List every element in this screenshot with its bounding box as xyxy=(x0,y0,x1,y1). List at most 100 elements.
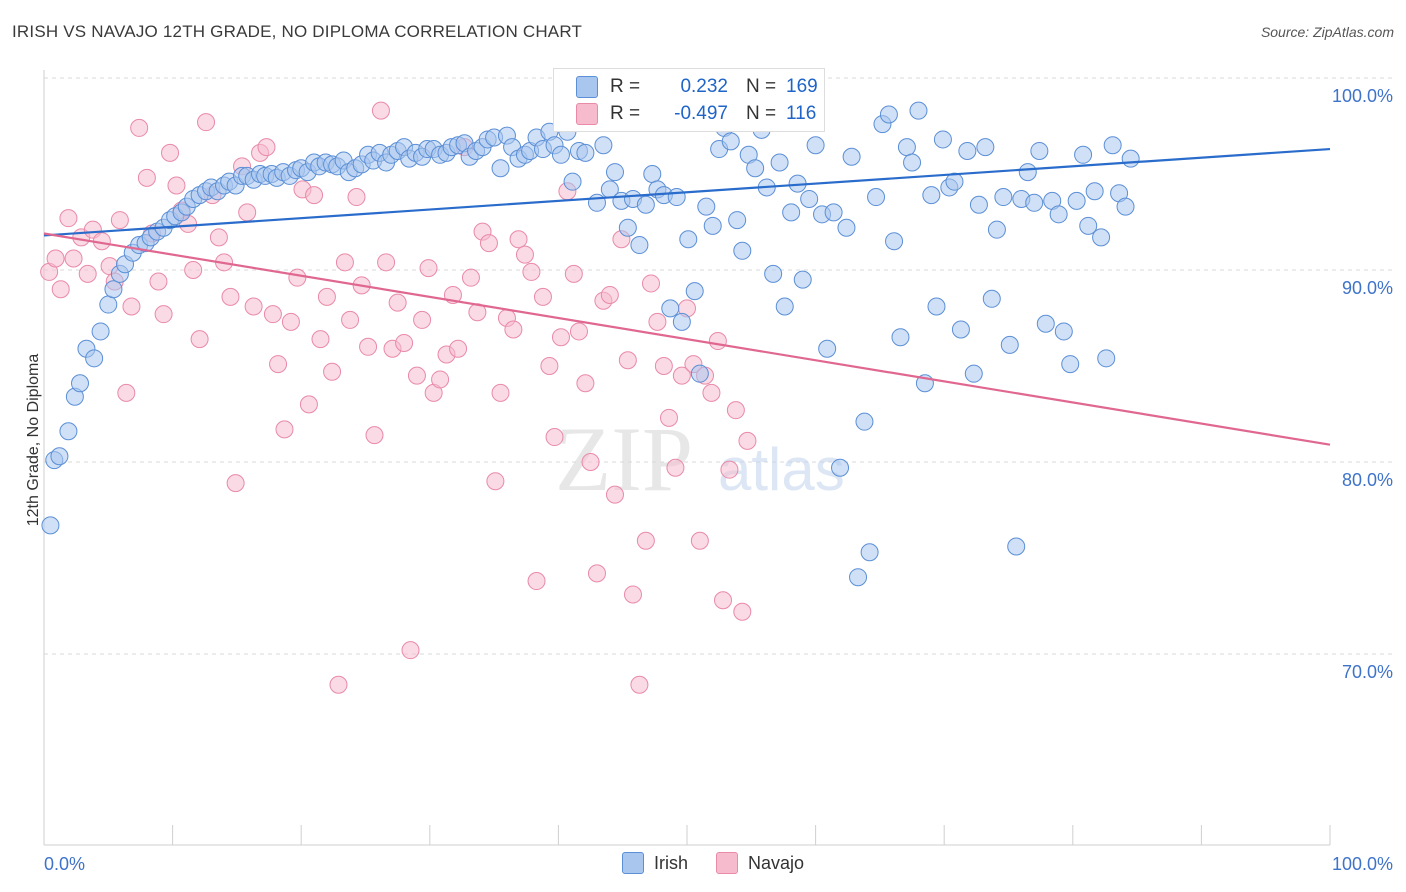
irish-point xyxy=(922,186,941,205)
navajo-point xyxy=(666,458,685,477)
irish-point xyxy=(1097,349,1116,368)
navajo-point xyxy=(64,249,83,268)
navajo-point xyxy=(317,287,336,306)
navajo-point xyxy=(323,362,342,381)
navajo-point xyxy=(365,426,384,445)
navajo-point xyxy=(371,101,390,120)
navajo-point xyxy=(636,531,655,550)
irish-point xyxy=(775,297,794,316)
navajo-point xyxy=(618,351,637,370)
irish-point xyxy=(104,280,123,299)
irish-point xyxy=(951,320,970,339)
navajo-point xyxy=(167,176,186,195)
navajo-point xyxy=(504,320,523,339)
trend-layer xyxy=(43,147,1331,446)
irish-point xyxy=(1116,197,1135,216)
navajo-point xyxy=(288,268,307,287)
navajo-point xyxy=(720,460,739,479)
watermark-atlas: atlas xyxy=(718,436,845,503)
irish-point xyxy=(1074,145,1093,164)
navajo-point xyxy=(137,168,156,187)
irish-point xyxy=(50,447,69,466)
irish-point xyxy=(831,458,850,477)
navajo-point xyxy=(359,337,378,356)
navajo-point xyxy=(738,431,757,450)
navajo-point xyxy=(623,585,642,604)
irish-point xyxy=(933,130,952,149)
irish-point xyxy=(99,295,118,314)
navajo-point xyxy=(564,264,583,283)
irish-point xyxy=(576,143,595,162)
navajo-r-label: R = xyxy=(610,103,641,124)
navajo-point xyxy=(690,531,709,550)
chart-title: IRISH VS NAVAJO 12TH GRADE, NO DIPLOMA C… xyxy=(12,22,583,41)
irish-point xyxy=(667,188,686,207)
navajo-point xyxy=(413,310,432,329)
watermark: ZIP atlas xyxy=(555,408,845,510)
navajo-point xyxy=(197,113,216,132)
y-axis-label: 12th Grade, No Diploma xyxy=(25,353,42,527)
irish-point xyxy=(71,374,90,393)
navajo-point xyxy=(515,245,534,264)
irish-point xyxy=(1121,149,1140,168)
irish-legend-label: Irish xyxy=(654,852,689,873)
irish-point xyxy=(897,138,916,157)
irish-point xyxy=(855,412,874,431)
legend-item-navajo[interactable]: Navajo xyxy=(716,852,804,874)
irish-point xyxy=(721,132,740,151)
irish-point xyxy=(685,282,704,301)
navajo-point xyxy=(305,186,324,205)
axis-layer xyxy=(43,70,1331,846)
navajo-point xyxy=(509,230,528,249)
navajo-point xyxy=(714,591,733,610)
irish-point xyxy=(85,349,104,368)
irish-point xyxy=(672,312,691,331)
irish-point xyxy=(59,422,78,441)
navajo-point xyxy=(587,564,606,583)
irish-point xyxy=(1025,193,1044,212)
navajo-trend-line xyxy=(43,232,1331,446)
navajo-r-value: -0.497 xyxy=(674,103,728,124)
irish-point xyxy=(1054,322,1073,341)
irish-point xyxy=(1030,141,1049,160)
navajo-swatch xyxy=(576,103,598,125)
navajo-point xyxy=(630,675,649,694)
navajo-point xyxy=(540,357,559,375)
navajo-point xyxy=(329,675,348,694)
irish-point xyxy=(594,136,613,155)
irish-point xyxy=(1036,314,1055,333)
irish-point xyxy=(867,188,886,207)
navajo-point xyxy=(486,472,505,491)
navajo-point xyxy=(395,333,414,352)
stats-legend: R = 0.232 N = 169 R = -0.497 N = 116 xyxy=(553,68,825,132)
series-legend: Irish Navajo xyxy=(622,852,832,874)
navajo-point xyxy=(59,209,78,228)
navajo-point xyxy=(226,474,245,493)
irish-point xyxy=(782,203,801,222)
navajo-point xyxy=(708,332,727,351)
navajo-point xyxy=(419,259,438,278)
navajo-point xyxy=(605,485,624,504)
navajo-point xyxy=(576,374,595,393)
irish-point xyxy=(41,516,60,535)
irish-r-value: 0.232 xyxy=(680,76,728,97)
irish-n-label: N = xyxy=(746,76,777,97)
irish-point xyxy=(563,172,582,191)
navajo-point xyxy=(545,428,564,447)
y-tick-label: 80.0% xyxy=(1342,470,1393,490)
navajo-point xyxy=(551,328,570,347)
irish-point xyxy=(842,147,861,166)
navajo-point xyxy=(388,293,407,312)
irish-point xyxy=(849,568,868,587)
y-tick-label: 90.0% xyxy=(1342,278,1393,298)
irish-point xyxy=(551,145,570,164)
navajo-legend-swatch xyxy=(716,852,739,874)
legend-item-irish[interactable]: Irish xyxy=(622,852,688,874)
navajo-point xyxy=(522,262,541,281)
irish-point xyxy=(636,195,655,214)
navajo-point xyxy=(221,287,240,306)
irish-point xyxy=(909,101,928,120)
irish-point xyxy=(1092,228,1111,247)
irish-trend-line xyxy=(43,147,1331,237)
irish-point xyxy=(746,159,765,178)
